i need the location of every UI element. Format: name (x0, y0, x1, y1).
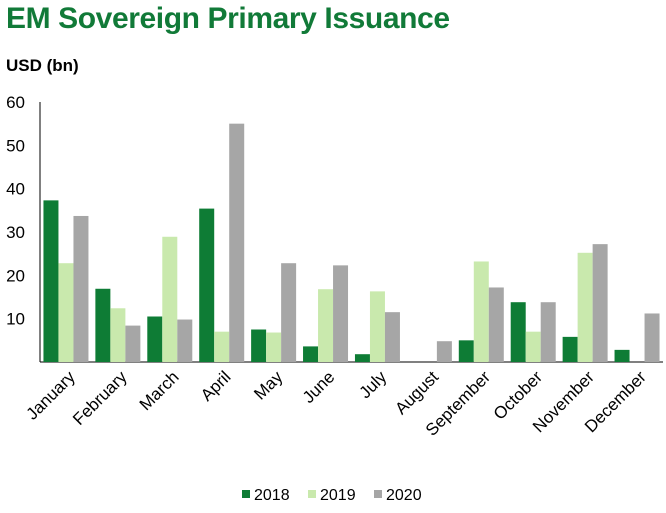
bar-2018-may (251, 329, 267, 362)
y-axis: 10 20 30 40 50 60 (6, 93, 41, 362)
y-tick-label: 30 (6, 223, 25, 242)
bar-2020-june (333, 265, 349, 362)
legend-swatch (308, 490, 316, 498)
bar-2020-november (592, 244, 608, 362)
bar-2020-april (229, 123, 245, 363)
y-axis-unit-label: USD (bn) (6, 56, 79, 75)
y-tick-label: 60 (6, 93, 25, 112)
y-tick-label: 40 (6, 180, 25, 199)
bar-2018-july (354, 354, 370, 362)
legend-item-2020: 2020 (374, 487, 422, 504)
x-tick-label: May (250, 367, 286, 403)
y-tick-label: 50 (6, 136, 25, 155)
x-tick-label: February (69, 367, 131, 429)
bars (43, 123, 660, 363)
bar-2018-june (303, 346, 319, 362)
legend-swatch (374, 490, 382, 498)
x-tick-label: June (299, 367, 339, 407)
legend-label: 2020 (386, 487, 422, 504)
bar-2020-october (540, 302, 556, 362)
legend-label: 2019 (320, 487, 356, 504)
bar-2020-february (125, 325, 141, 362)
y-tick-label: 10 (6, 310, 25, 329)
legend-label: 2018 (254, 487, 290, 504)
bar-2020-september (488, 287, 504, 362)
x-tick-label: April (197, 367, 234, 404)
bar-2019-may (266, 332, 282, 362)
y-tick-label: 20 (6, 266, 25, 285)
bar-2018-december (614, 349, 630, 362)
legend-swatch (242, 490, 250, 498)
bar-2020-may (281, 263, 297, 362)
bar-2019-september (473, 261, 489, 362)
bar-2019-march (162, 236, 178, 362)
bar-2019-january (58, 263, 74, 362)
bar-2019-june (318, 289, 334, 362)
bar-2019-april (214, 331, 230, 362)
bar-2020-march (177, 319, 193, 362)
chart-title: EM Sovereign Primary Issuance (6, 2, 450, 35)
bar-2018-september (458, 340, 474, 362)
legend-item-2018: 2018 (242, 487, 290, 504)
bar-2020-january (73, 215, 89, 362)
bar-2018-february (95, 288, 111, 362)
bar-2018-november (562, 336, 578, 362)
legend-item-2019: 2019 (308, 487, 356, 504)
bar-2018-march (147, 316, 163, 362)
legend: 2018 2019 2020 (242, 487, 422, 504)
x-tick-label: March (136, 367, 183, 414)
bar-2020-december (644, 313, 660, 362)
bar-2019-october (525, 331, 541, 362)
bar-2018-january (43, 200, 59, 362)
bar-2020-july (384, 312, 400, 362)
bar-2020-august (436, 341, 452, 362)
x-tick-label: July (355, 367, 390, 402)
x-tick-label: August (391, 367, 442, 418)
bar-2018-october (510, 302, 526, 362)
bar-2019-november (577, 252, 593, 362)
bar-2018-april (199, 208, 215, 362)
bar-2019-february (110, 308, 126, 362)
bar-2019-july (369, 291, 385, 362)
